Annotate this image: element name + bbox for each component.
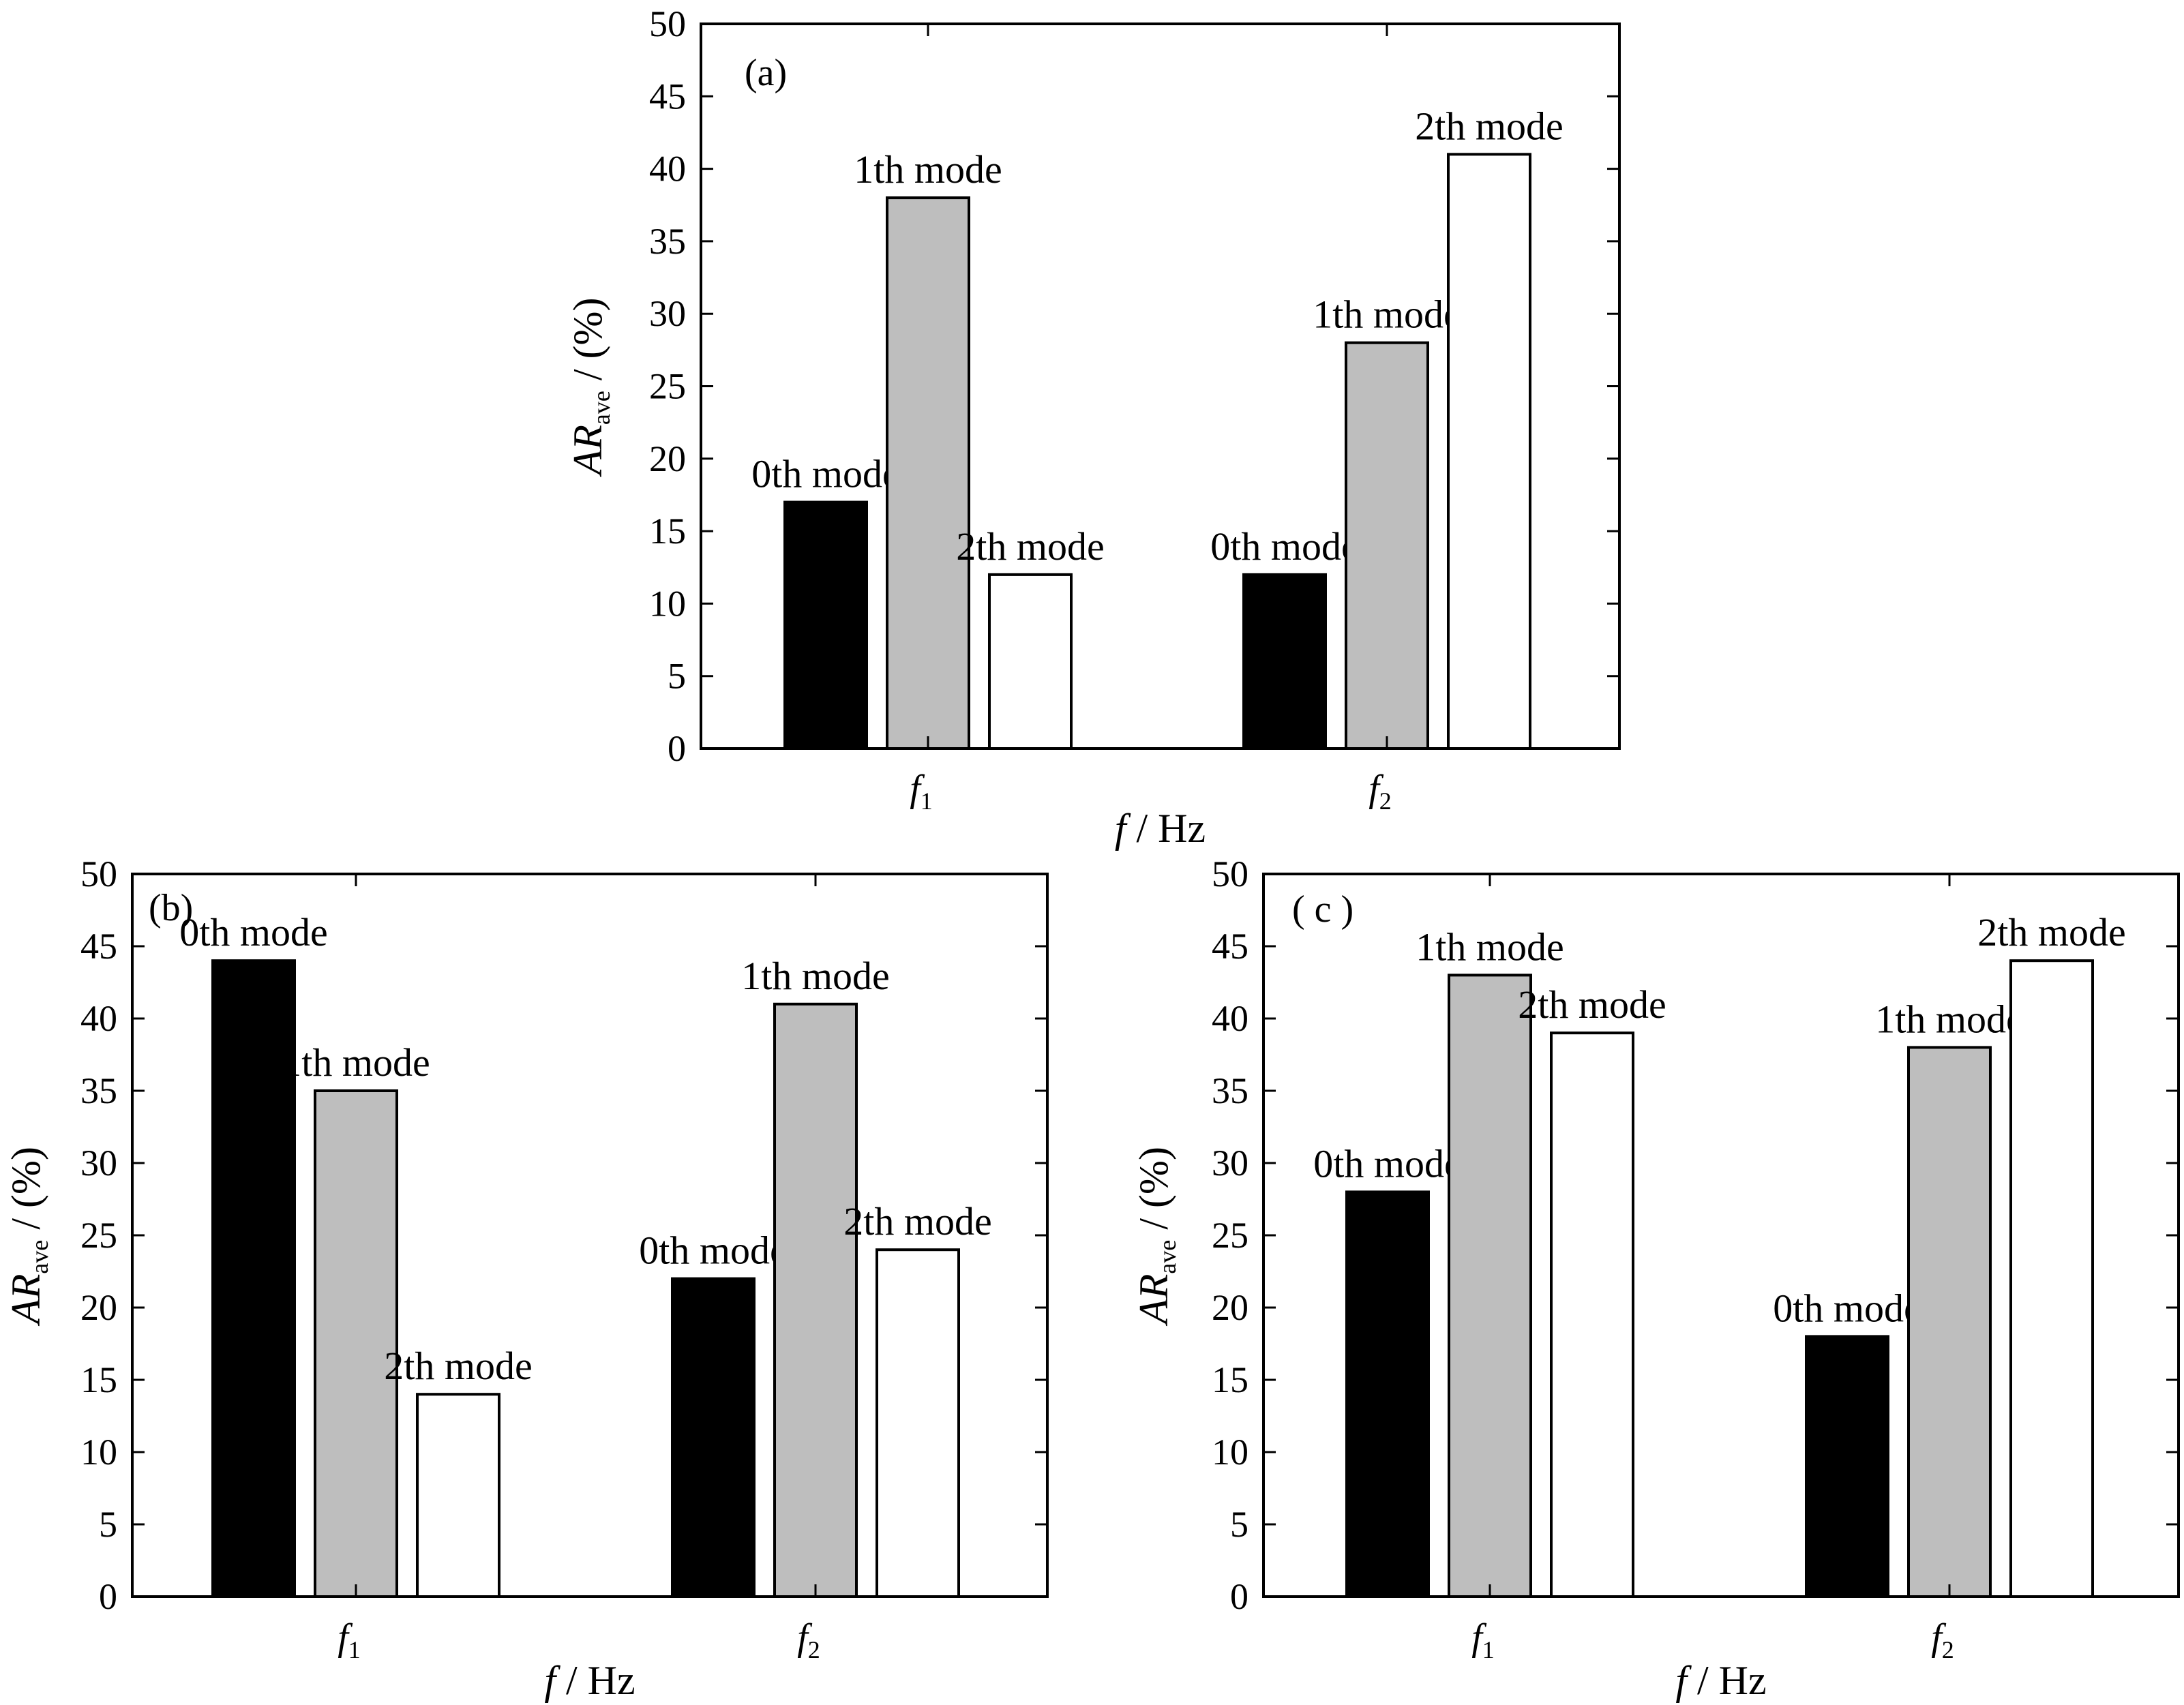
bar-label: 1th mode — [741, 954, 889, 998]
bar — [1447, 153, 1531, 750]
panel-label: (a) — [745, 52, 787, 94]
y-tick-label: 20 — [649, 438, 686, 479]
y-tick-label: 40 — [1212, 998, 1248, 1039]
y-tick-label: 25 — [649, 366, 686, 407]
bar-label: 0th mode — [1210, 524, 1358, 569]
plot-frame — [131, 873, 1049, 1598]
x-tick-label: f2 — [797, 1616, 820, 1663]
y-axis-label: ARave / (%) — [3, 1147, 53, 1327]
bar-label: 1th mode — [854, 147, 1002, 192]
y-tick-label: 5 — [668, 656, 686, 697]
y-tick-label: 45 — [80, 926, 117, 967]
y-tick-label: 15 — [1212, 1359, 1248, 1400]
y-tick-label: 35 — [649, 221, 686, 262]
bar-label: 0th mode — [1773, 1286, 1921, 1330]
bar — [1448, 974, 1532, 1598]
y-tick-label: 0 — [1230, 1576, 1248, 1617]
y-tick-label: 50 — [649, 3, 686, 44]
x-tick-label: f1 — [1471, 1616, 1495, 1663]
y-tick-label: 30 — [1212, 1143, 1248, 1183]
bar — [783, 500, 868, 751]
bar-label: 1th mode — [1416, 924, 1564, 969]
bar-label: 0th mode — [179, 910, 327, 954]
bar — [1805, 1335, 1889, 1599]
bar-label: 0th mode — [1313, 1141, 1461, 1186]
y-tick-label: 20 — [80, 1287, 117, 1328]
y-tick-label: 40 — [80, 998, 117, 1039]
bar — [1907, 1046, 1992, 1598]
x-tick-label: f1 — [910, 768, 933, 815]
chart-panel-c: 0th mode 1th mode 2th mode f1 0th mode 1th mo… — [1131, 854, 2180, 1703]
bar-label: 0th mode — [639, 1228, 787, 1273]
y-tick-label: 15 — [649, 511, 686, 552]
y-tick-label: 45 — [1212, 926, 1248, 967]
bar-label: 1th mode — [1875, 997, 2023, 1041]
bar-label: 0th mode — [751, 452, 899, 496]
bar — [876, 1248, 960, 1598]
bar-label: 2th mode — [1518, 982, 1666, 1027]
x-axis-label: f / Hz — [544, 1658, 635, 1703]
bar — [1550, 1031, 1634, 1598]
bar — [211, 959, 296, 1598]
y-axis-label: ARave / (%) — [1131, 1147, 1181, 1327]
plot-frame — [700, 22, 1621, 750]
y-tick-label: 10 — [80, 1432, 117, 1473]
bar-label: 1th mode — [282, 1040, 430, 1085]
y-tick-label: 25 — [80, 1215, 117, 1256]
y-tick-label: 35 — [1212, 1070, 1248, 1111]
bar — [314, 1089, 398, 1598]
x-tick-label: f2 — [1368, 768, 1392, 815]
x-axis-label: f / Hz — [1115, 806, 1206, 851]
bar — [988, 573, 1073, 750]
bar — [886, 196, 970, 750]
bar-label: 1th mode — [1313, 292, 1461, 337]
y-tick-label: 30 — [80, 1143, 117, 1183]
y-tick-label: 50 — [80, 854, 117, 894]
x-tick-label: f2 — [1931, 1616, 1954, 1663]
bar — [416, 1393, 500, 1598]
y-tick-label: 10 — [1212, 1432, 1248, 1473]
y-tick-label: 0 — [668, 728, 686, 769]
y-tick-label: 50 — [1212, 854, 1248, 894]
panel-label: (b) — [149, 887, 193, 929]
y-axis-label: ARave / (%) — [565, 298, 615, 478]
y-tick-label: 5 — [1230, 1504, 1248, 1545]
chart-panel-a: 0th mode 1th mode 2th mode f1 0th mode 1th mo… — [565, 3, 1621, 851]
y-tick-label: 45 — [649, 76, 686, 117]
bar-label: 2th mode — [1977, 910, 2125, 954]
bar-label: 2th mode — [1415, 104, 1563, 148]
bar — [2009, 959, 2094, 1598]
bar-label: 2th mode — [956, 524, 1104, 569]
y-tick-label: 25 — [1212, 1215, 1248, 1256]
y-tick-label: 35 — [80, 1070, 117, 1111]
y-tick-label: 5 — [99, 1504, 117, 1545]
bar — [1345, 1190, 1430, 1598]
bar — [773, 1002, 858, 1599]
y-tick-label: 20 — [1212, 1287, 1248, 1328]
bar — [671, 1277, 756, 1598]
plot-frame — [1262, 873, 2180, 1598]
y-tick-label: 30 — [649, 293, 686, 334]
bar-label: 2th mode — [843, 1199, 991, 1243]
chart-panel-b: 0th mode 1th mode 2th mode f1 0th mode 1th mo… — [3, 854, 1049, 1703]
bar-label: 2th mode — [384, 1344, 532, 1388]
y-tick-label: 40 — [649, 149, 686, 190]
y-tick-label: 15 — [80, 1359, 117, 1400]
y-tick-label: 0 — [99, 1576, 117, 1617]
x-tick-label: f1 — [338, 1616, 361, 1663]
y-tick-label: 10 — [649, 583, 686, 624]
x-axis-label: f / Hz — [1675, 1658, 1766, 1703]
bar — [1345, 341, 1429, 751]
bar — [1242, 573, 1327, 750]
panel-label: ( c ) — [1292, 888, 1353, 931]
